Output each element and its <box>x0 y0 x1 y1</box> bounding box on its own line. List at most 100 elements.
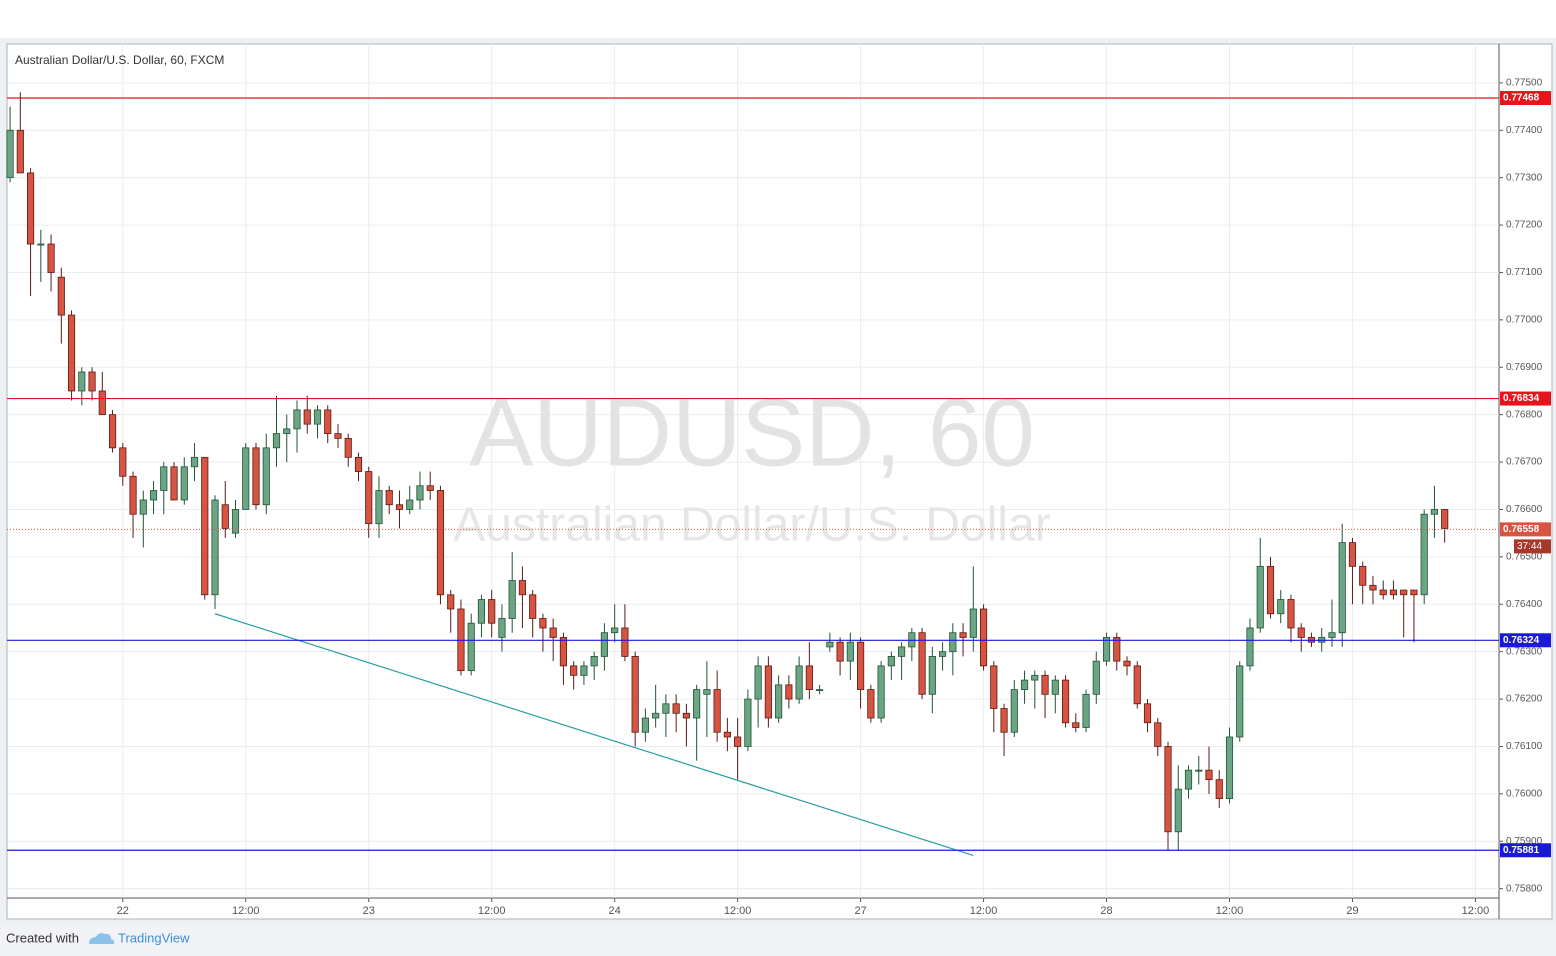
candle-body <box>898 646 906 657</box>
candle-body <box>723 731 731 738</box>
candle-body <box>1277 599 1285 615</box>
candle-body <box>354 456 363 472</box>
candle-body <box>344 437 352 458</box>
candle-body <box>1266 565 1275 615</box>
candle-body <box>887 656 895 667</box>
candle-body <box>805 665 813 690</box>
candle-body <box>1154 722 1162 747</box>
candle-body <box>26 172 35 245</box>
candle-body <box>1092 660 1100 695</box>
y-tick-label: 0.76500 <box>1506 552 1543 563</box>
candle-body <box>518 580 527 596</box>
candle-body <box>580 665 588 676</box>
candle-body <box>826 641 834 648</box>
y-tick-label: 0.77300 <box>1506 172 1543 183</box>
candle-body <box>426 485 434 491</box>
candle-body <box>334 433 342 439</box>
candle-body <box>221 504 229 529</box>
candle-body <box>641 717 649 733</box>
candle-body <box>1205 769 1213 781</box>
level-label-box <box>1500 843 1551 858</box>
candle-body <box>129 475 137 515</box>
candle-body <box>57 276 65 316</box>
y-tick-label: 0.76300 <box>1506 646 1543 657</box>
candle-body <box>775 684 783 719</box>
candle-body <box>16 129 24 174</box>
candle-body <box>600 632 608 657</box>
candle-body <box>385 490 393 506</box>
candle-body <box>816 689 824 691</box>
footer-brand[interactable]: TradingView <box>118 930 190 945</box>
candle-body <box>1369 584 1377 591</box>
y-tick-label: 0.77200 <box>1506 220 1543 231</box>
candle-body <box>1082 693 1090 728</box>
tradingview-logo <box>89 933 115 944</box>
candle-body <box>1031 674 1039 681</box>
candle-body <box>754 665 762 700</box>
candle-body <box>1379 589 1387 596</box>
candle-body <box>857 641 865 690</box>
level-label-box <box>1500 91 1551 106</box>
level-label: 0.76324 <box>1503 635 1540 646</box>
candle-body <box>703 689 711 695</box>
x-tick-label: 12:00 <box>1216 905 1244 917</box>
y-tick-label: 0.76400 <box>1506 599 1543 610</box>
candle-body <box>682 712 690 719</box>
x-tick-label: 12:00 <box>232 905 260 917</box>
y-tick-label: 0.76900 <box>1506 362 1543 373</box>
candle-body <box>949 632 957 653</box>
candle-body <box>1348 542 1357 567</box>
last-price-box <box>1500 522 1551 537</box>
candle-body <box>231 509 240 534</box>
y-tick-label: 0.75800 <box>1506 883 1543 894</box>
candle-body <box>1215 779 1223 800</box>
level-label: 0.76834 <box>1503 393 1540 404</box>
candle-body <box>498 618 506 638</box>
candle-body <box>477 599 486 624</box>
candle-body <box>867 689 875 719</box>
candle-body <box>1338 542 1346 634</box>
candle-body <box>631 656 639 733</box>
candle-body <box>1389 589 1398 596</box>
candle-body <box>88 371 96 392</box>
x-tick-label: 28 <box>1100 905 1112 917</box>
y-tick-label: 0.76700 <box>1506 457 1543 468</box>
x-tick-label: 12:00 <box>478 905 506 917</box>
candle-body <box>744 698 752 747</box>
candle-body <box>6 129 14 179</box>
candle-body <box>611 627 619 634</box>
y-tick-label: 0.76200 <box>1506 694 1543 705</box>
x-tick-label: 12:00 <box>724 905 752 917</box>
candle-body <box>436 490 445 596</box>
candle-body <box>406 499 414 510</box>
candle-body <box>1225 736 1234 800</box>
candle-body <box>1113 637 1121 662</box>
candle-body <box>211 499 219 596</box>
level-label: 0.77468 <box>1503 93 1540 104</box>
candle-body <box>918 632 926 695</box>
y-tick-label: 0.77100 <box>1506 267 1543 278</box>
candle-body <box>1061 679 1070 724</box>
x-tick-label: 24 <box>609 905 621 917</box>
y-tick-label: 0.77400 <box>1506 125 1543 136</box>
candle-body <box>1051 679 1059 695</box>
candle-body <box>1102 637 1111 662</box>
candle-body <box>846 641 854 662</box>
candle-body <box>160 466 168 491</box>
candle-body <box>590 656 598 667</box>
candle-body <box>395 504 404 510</box>
candle-body <box>149 490 158 501</box>
footer-text: Created with <box>6 930 79 945</box>
candle-body <box>303 409 311 425</box>
candle-body <box>467 622 475 672</box>
candle-body <box>1410 589 1418 596</box>
candle-body <box>979 608 988 667</box>
candle-body <box>488 599 496 624</box>
candle-body <box>1195 769 1203 772</box>
candle-body <box>1143 703 1152 724</box>
candle-body <box>529 594 537 619</box>
y-tick-label: 0.75900 <box>1506 836 1543 847</box>
x-tick-label: 27 <box>854 905 866 917</box>
candle-body <box>47 243 55 273</box>
